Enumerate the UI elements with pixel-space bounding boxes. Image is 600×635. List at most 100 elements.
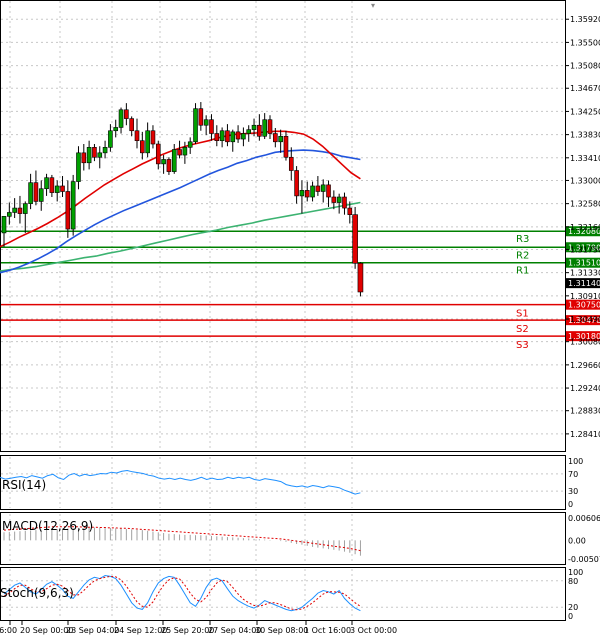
rsi-tick-label: 30 [568,487,578,496]
price-tick-label: 1.30490 [570,315,600,324]
price-tick-label: 1.33410 [570,154,600,163]
candle [129,116,134,137]
candle [273,127,278,148]
candle [97,146,103,169]
candle [257,114,262,141]
candle-body [342,196,347,209]
rsi-grid [1,457,565,508]
candle-body [97,152,103,158]
candle-body [38,188,44,202]
price-grid [1,1,565,451]
candle [267,115,273,140]
candle-body [86,147,92,164]
candle-body [155,143,161,165]
candle [38,180,44,211]
stoch-tick-label: 20 [568,603,578,612]
candle [81,144,87,171]
candle [342,192,347,215]
candle-body [352,214,358,264]
candle [54,180,60,202]
candle [315,176,321,196]
candle [241,127,246,147]
candle [12,198,17,218]
rsi-series-line [0,469,361,495]
candle-body [33,182,39,202]
rsi-tick-label: 70 [568,470,578,479]
candle-body [299,190,305,197]
candle-body [1,216,7,234]
candle-body [177,149,182,156]
candle [225,124,230,147]
macd-label: MACD(12,26,9) [2,519,93,533]
candle [22,201,28,233]
pivot-levels [1,230,565,337]
rsi-pane: RSI(14) 100 70 30 0 [0,455,583,510]
candle [262,113,267,140]
price-tick-label: 1.35500 [570,38,600,47]
candle-body [28,182,33,204]
candle [171,144,177,174]
candle [102,140,108,159]
candle-body [81,152,87,164]
candle-body [219,130,225,141]
candle-body [267,119,273,134]
price-tick-label: 1.34670 [570,84,600,93]
candle [134,118,140,149]
pivot-labels: R3 1.32080 R2 1.31790 R1 1.31510 S1 1.30750 S2 1.… [516,226,600,351]
candle-body [49,177,55,193]
ma-mid-line [0,149,361,274]
price-tick-label: 1.32160 [570,223,600,232]
candle [33,170,39,206]
candle-body [230,131,236,143]
candle [145,122,150,158]
price-tick-label: 1.30910 [570,292,600,301]
candle-body [161,159,166,165]
candle [203,115,209,136]
candle-body [166,159,172,172]
rsi-axis: 100 70 30 0 [568,457,583,509]
candle-body [225,130,230,143]
candle [150,125,156,149]
time-tick-label: 3 Oct 00:00 [350,626,397,635]
time-tick-label: 20 Sep 00:00 [20,626,73,635]
candle [326,180,331,207]
candle-body [331,196,337,203]
price-tick-label: 1.29660 [570,361,600,370]
candle-body [193,108,198,143]
candle-body [70,181,76,230]
candle [304,181,310,202]
candle-body [65,191,71,230]
stoch-tick-label: 80 [568,577,578,586]
candle-body [347,207,353,215]
candle [294,166,299,204]
rsi-line [0,469,361,495]
pivot-value-box [566,299,600,310]
macd-tick-label: -0.005074 [568,555,600,564]
candle [209,114,214,141]
stoch-tick-label: 0 [568,612,573,621]
stoch-d-line [3,575,361,611]
candle-body [187,141,193,148]
candle [288,147,294,181]
moving-averages [0,130,361,274]
candle-body [310,185,315,198]
candle [182,141,188,164]
candle [336,193,342,214]
candle-body [262,119,267,137]
price-axis: 1.35920 1.35500 1.35080 1.34670 1.34250 1.338… [565,15,600,439]
candle [193,103,198,145]
price-tick-label: 1.32580 [570,200,600,209]
price-tick-label: 1.33000 [570,176,600,185]
macd-axis: 0.006065 0.00 -0.005074 [568,514,600,564]
price-tick-label: 1.29240 [570,384,600,393]
ma-slow-line [0,201,361,272]
candle-body [102,147,108,154]
candle-body [320,184,326,192]
pivot-letter-r3: R3 [516,234,529,245]
candle-body [134,130,140,141]
candle-body [150,130,156,145]
